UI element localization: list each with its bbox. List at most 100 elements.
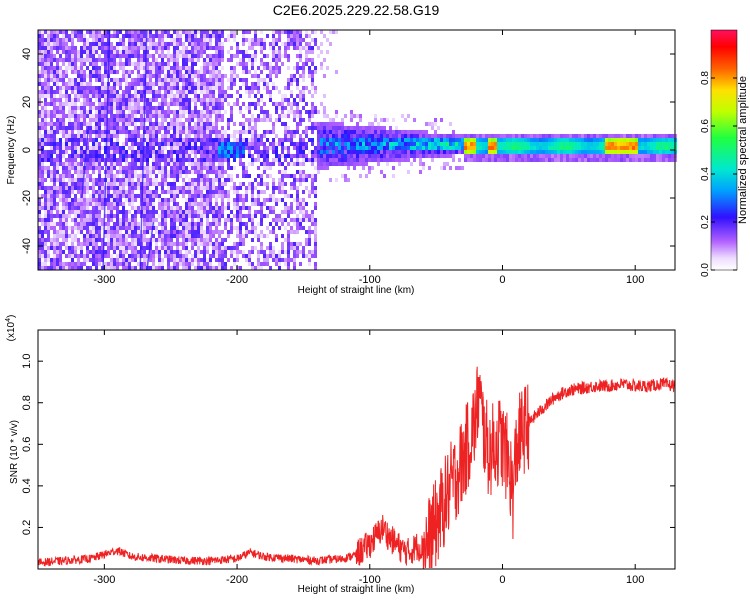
heatmap-cell (203, 266, 206, 270)
heatmap-cell (221, 66, 224, 70)
heatmap-cell (161, 210, 164, 214)
heatmap-cell (191, 202, 194, 206)
heatmap-cell (203, 46, 206, 50)
heatmap-cell (233, 150, 236, 154)
heatmap-cell (134, 98, 137, 102)
heatmap-cell (152, 114, 155, 118)
heatmap-cell (533, 138, 536, 142)
heatmap-cell (200, 194, 203, 198)
heatmap-cell (95, 78, 98, 82)
heatmap-cell (110, 98, 113, 102)
heatmap-cell (212, 138, 215, 142)
heatmap-cell (44, 126, 47, 130)
heatmap-cell (221, 50, 224, 54)
heatmap-cell (371, 122, 374, 126)
heatmap-cell (113, 70, 116, 74)
heatmap-cell (476, 134, 479, 138)
heatmap-cell (176, 170, 179, 174)
heatmap-cell (143, 250, 146, 254)
heatmap-cell (251, 46, 254, 50)
heatmap-cell (302, 86, 305, 90)
heatmap-cell (95, 122, 98, 126)
heatmap-cell (197, 82, 200, 86)
heatmap-cell (212, 62, 215, 66)
heatmap-cell (209, 150, 212, 154)
heatmap-cell (239, 86, 242, 90)
heatmap-cell (170, 206, 173, 210)
heatmap-cell (347, 158, 350, 162)
heatmap-cell (260, 202, 263, 206)
heatmap-cell (539, 146, 542, 150)
heatmap-cell (131, 178, 134, 182)
heatmap-cell (215, 266, 218, 270)
heatmap-cell (329, 154, 332, 158)
heatmap-cell (80, 102, 83, 106)
heatmap-cell (272, 34, 275, 38)
heatmap-cell (197, 134, 200, 138)
heatmap-cell (155, 186, 158, 190)
heatmap-cell (128, 42, 131, 46)
heatmap-cell (86, 162, 89, 166)
heatmap-cell (299, 218, 302, 222)
heatmap-cell (161, 246, 164, 250)
heatmap-cell (269, 46, 272, 50)
heatmap-cell (212, 86, 215, 90)
heatmap-cell (218, 170, 221, 174)
heatmap-cell (506, 134, 509, 138)
heatmap-cell (290, 102, 293, 106)
heatmap-cell (44, 50, 47, 54)
heatmap-cell (134, 226, 137, 230)
heatmap-cell (101, 226, 104, 230)
heatmap-cell (233, 74, 236, 78)
heatmap-cell (68, 154, 71, 158)
heatmap-cell (119, 170, 122, 174)
heatmap-cell (185, 58, 188, 62)
heatmap-cell (50, 110, 53, 114)
heatmap-cell (422, 162, 425, 166)
heatmap-cell (533, 134, 536, 138)
heatmap-cell (323, 150, 326, 154)
heatmap-cell (113, 206, 116, 210)
heatmap-cell (413, 150, 416, 154)
heatmap-cell (377, 134, 380, 138)
heatmap-cell (89, 218, 92, 222)
heatmap-cell (386, 150, 389, 154)
heatmap-cell (215, 250, 218, 254)
heatmap-cell (197, 38, 200, 42)
heatmap-cell (458, 146, 461, 150)
heatmap-cell (185, 130, 188, 134)
heatmap-cell (161, 70, 164, 74)
heatmap-cell (50, 122, 53, 126)
heatmap-cell (233, 242, 236, 246)
heatmap-cell (173, 114, 176, 118)
heatmap-cell (74, 106, 77, 110)
heatmap-cell (266, 262, 269, 266)
heatmap-cell (359, 158, 362, 162)
heatmap-cell (185, 70, 188, 74)
heatmap-cell (470, 154, 473, 158)
heatmap-cell (140, 146, 143, 150)
heatmap-cell (320, 166, 323, 170)
heatmap-cell (155, 142, 158, 146)
heatmap-cell (128, 38, 131, 42)
heatmap-cell (440, 134, 443, 138)
heatmap-cell (158, 170, 161, 174)
heatmap-cell (257, 154, 260, 158)
heatmap-cell (191, 42, 194, 46)
heatmap-cell (146, 54, 149, 58)
heatmap-cell (212, 162, 215, 166)
heatmap-cell (119, 158, 122, 162)
heatmap-cell (278, 46, 281, 50)
heatmap-cell (92, 198, 95, 202)
heatmap-cell (161, 230, 164, 234)
heatmap-cell (152, 146, 155, 150)
heatmap-cell (233, 142, 236, 146)
heatmap-cell (50, 70, 53, 74)
heatmap-cell (302, 154, 305, 158)
heatmap-cell (107, 226, 110, 230)
heatmap-cell (191, 238, 194, 242)
heatmap-cell (302, 118, 305, 122)
heatmap-cell (305, 54, 308, 58)
heatmap-cell (230, 154, 233, 158)
heatmap-cell (146, 66, 149, 70)
